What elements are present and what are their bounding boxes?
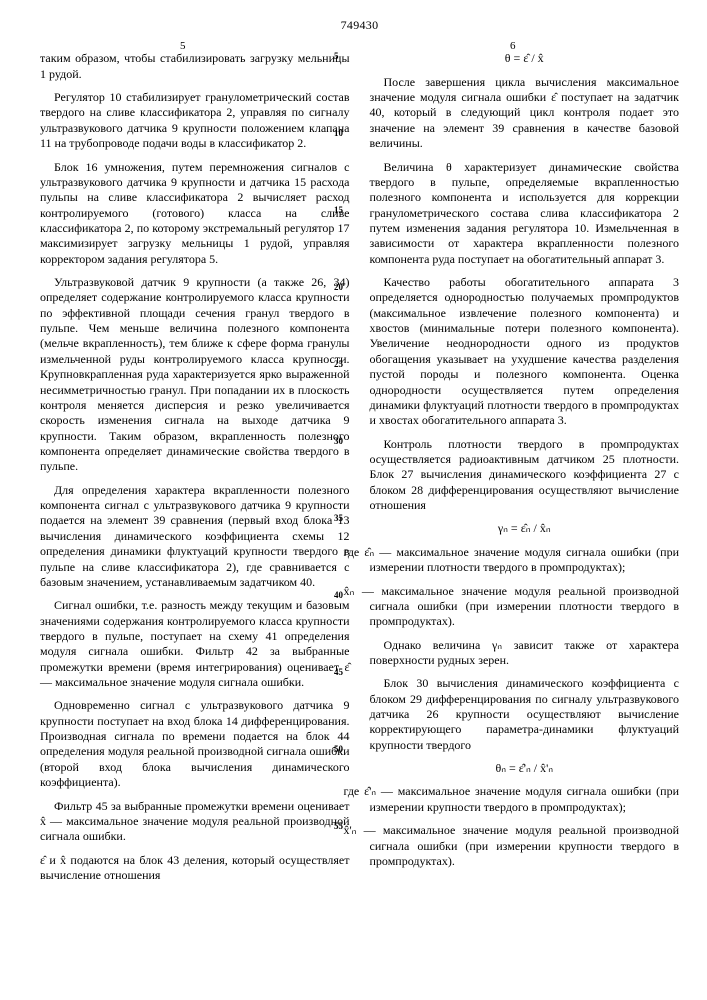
line-number-gutter: 5 10 15 20 25 30 35 40 45 50 55 (334, 52, 343, 899)
para: Одновременно сигнал с ультразвукового да… (40, 698, 350, 790)
definition: x̂'ₙ — максимальное значение модуля реал… (370, 823, 680, 869)
col-mark-right: 6 (510, 39, 516, 53)
line-num: 50 (334, 745, 343, 754)
para: Однако величина γₙ зависит также от хара… (370, 638, 680, 669)
line-num: 40 (334, 591, 343, 600)
para: Качество работы обогатительного аппарата… (370, 275, 680, 429)
line-num: 35 (334, 514, 343, 523)
formula-theta-n: θₙ = ε̂'ₙ / x̂'ₙ (370, 761, 680, 776)
definition: где ε̂'ₙ — максимальное значение модуля … (370, 784, 680, 815)
two-column-body: таким образом, чтобы стабилизировать заг… (40, 51, 679, 884)
column-marks: 5 6 (40, 39, 679, 51)
para: ε̂ и x̂ подаются на блок 43 деления, кот… (40, 853, 350, 884)
document-number: 749430 (40, 18, 679, 33)
formula-gamma-n: γₙ = ε̂ₙ / x̂ₙ (370, 521, 680, 536)
para: таким образом, чтобы стабилизировать заг… (40, 51, 350, 82)
para: Ультразвуковой датчик 9 крупности (а так… (40, 275, 350, 475)
para: Величина θ характеризует динамические св… (370, 160, 680, 268)
col-mark-left: 5 (180, 39, 186, 53)
line-num: 5 (334, 52, 343, 61)
line-num: 25 (334, 360, 343, 369)
para: Контроль плотности твердого в промпродук… (370, 437, 680, 514)
para: Для определения характера вкрапленности … (40, 483, 350, 591)
line-num: 45 (334, 668, 343, 677)
line-num: 15 (334, 206, 343, 215)
line-num: 10 (334, 129, 343, 138)
definition: где ε̂ₙ — максимальное значение модуля с… (370, 545, 680, 576)
para: После завершения цикла вычисления максим… (370, 75, 680, 152)
para: Блок 16 умножения, путем перемножения си… (40, 160, 350, 268)
para: Блок 30 вычисления динамического коэффиц… (370, 676, 680, 753)
para: Сигнал ошибки, т.е. разность между текущ… (40, 598, 350, 690)
line-num: 30 (334, 437, 343, 446)
definition: x̂ₙ — максимальное значение модуля реаль… (370, 584, 680, 630)
para: Фильтр 45 за выбранные промежутки времен… (40, 799, 350, 845)
formula-theta: θ = ε̂ / x̂ (370, 51, 680, 66)
line-num: 55 (334, 822, 343, 831)
para: Регулятор 10 стабилизирует гранулометрич… (40, 90, 350, 151)
line-num: 20 (334, 283, 343, 292)
page: 749430 5 6 5 10 15 20 25 30 35 40 45 50 … (0, 0, 707, 1000)
